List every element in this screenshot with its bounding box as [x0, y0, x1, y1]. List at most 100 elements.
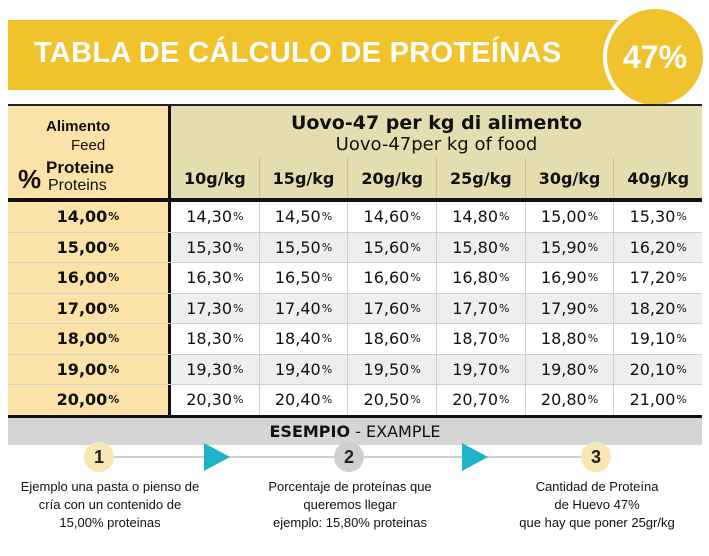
row-protein-value: 20,00: [56, 390, 108, 410]
percent-sign: %: [321, 332, 333, 346]
step-2-line: queremos llegar: [303, 497, 397, 512]
cell-value: 20,50: [363, 390, 410, 410]
header-title-en: Uovo-47per kg of food: [335, 134, 538, 155]
cell-value: 21,00: [629, 390, 676, 410]
table-cell: 19,80%: [525, 354, 615, 384]
table-body: 14,00% 14,30% 14,50% 14,60% 14,80% 15,00% 15,3…: [8, 198, 703, 415]
cell-value: 19,10: [629, 329, 676, 349]
table-cell: 17,20%: [614, 263, 702, 293]
corner-proteins: Proteins: [48, 177, 107, 194]
cell-value: 16,50: [274, 268, 321, 288]
table-cell: 18,30%: [171, 324, 260, 354]
table-cell: 16,60%: [348, 263, 438, 293]
table-cell: 15,60%: [348, 232, 438, 262]
table-cell: 17,70%: [437, 293, 526, 323]
table-cell: 15,50%: [259, 232, 349, 262]
percent-sign: %: [321, 271, 333, 285]
table-cell: 20,30%: [171, 385, 260, 415]
table-cell: 15,90%: [525, 232, 615, 262]
table-row: 15,00% 15,30% 15,50% 15,60% 15,80% 15,90% 16,2…: [8, 232, 703, 263]
row-protein-value: 15,00: [56, 237, 108, 257]
percent-sign: %: [321, 240, 333, 254]
percent-sign: %: [587, 301, 599, 315]
column-headers: 10g/kg 15g/kg 20g/kg 25g/kg 30g/kg 40g/k…: [171, 158, 702, 198]
table-cell: 14,50%: [260, 202, 349, 232]
corner-proteine: Proteine: [46, 158, 115, 177]
column-header: 20g/kg: [348, 158, 438, 198]
arrow-right-icon: [204, 443, 230, 471]
step-3-line: que hay que poner 25gr/kg: [519, 515, 675, 530]
cell-value: 16,30: [186, 268, 233, 288]
cell-value: 15,00: [540, 207, 587, 227]
table-cell: 19,10%: [614, 324, 702, 354]
table-cell: 20,40%: [260, 385, 349, 415]
percent-sign: %: [676, 332, 687, 346]
cell-value: 18,70: [452, 329, 499, 349]
percent-sign: %: [676, 393, 687, 407]
table-cell: 14,30%: [171, 202, 260, 232]
protein-table: Alimento Feed % Proteine Proteins Uovo-4…: [8, 104, 703, 445]
cell-value: 17,20: [629, 268, 676, 288]
example-bar: ESEMPIO - EXAMPLE: [8, 414, 702, 445]
cell-value: 14,30: [186, 207, 233, 227]
percent-sign: %: [108, 240, 120, 254]
percent-sign: %: [676, 210, 687, 224]
percentage-badge: 47%: [603, 5, 707, 109]
table-cell: 20,70%: [437, 385, 526, 415]
column-header: 25g/kg: [437, 158, 526, 198]
table-cell: 17,30%: [171, 293, 260, 323]
corner-feed: Feed: [71, 137, 106, 154]
steps-flow: 1 2 3: [0, 437, 709, 477]
percent-sign: %: [410, 271, 421, 285]
table-cell: 14,60%: [348, 202, 438, 232]
row-protein-value: 19,00: [56, 359, 108, 379]
percent-sign: %: [499, 271, 510, 285]
percent-sign: %: [410, 362, 421, 376]
table-cell: 16,80%: [437, 263, 526, 293]
percent-sign: %: [233, 240, 244, 254]
cell-value: 14,50: [274, 207, 321, 227]
table-cell: 19,70%: [437, 354, 526, 384]
badge-label: 47%: [622, 38, 688, 75]
percent-sign: %: [233, 332, 244, 346]
table-row: 14,00% 14,30% 14,50% 14,60% 14,80% 15,00% 15,3…: [8, 202, 702, 233]
cell-value: 14,60: [363, 207, 410, 227]
table-cell: 18,60%: [348, 324, 438, 354]
percent-sign: %: [108, 393, 120, 407]
percent-sign: %: [321, 393, 333, 407]
percent-sign: %: [499, 362, 510, 376]
table-cell: 21,00%: [614, 385, 702, 415]
column-header: 40g/kg: [627, 168, 690, 188]
example-label-rest: - EXAMPLE: [350, 421, 441, 441]
table-row: 17,00% 17,30% 17,40% 17,60% 17,70% 17,90% 18,2…: [8, 293, 703, 324]
cell-value: 20,30: [186, 390, 233, 410]
corner-alimento: Alimento: [46, 118, 111, 135]
column-header: 30g/kg: [526, 158, 615, 198]
percent-sign: %: [410, 210, 421, 224]
percent-sign: %: [108, 301, 120, 315]
cell-value: 15,80: [452, 237, 499, 257]
percent-sign: %: [233, 393, 244, 407]
percent-sign: %: [321, 362, 333, 376]
table-cell: 19,50%: [348, 354, 438, 384]
column-header: 15g/kg: [260, 158, 349, 198]
table-cell: 20,50%: [348, 385, 438, 415]
percent-sign: %: [321, 301, 333, 315]
cell-value: 19,50: [363, 359, 410, 379]
table-cell: 18,20%: [614, 293, 703, 323]
step-2-line: Porcentaje de proteínas que: [268, 479, 432, 494]
cell-value: 15,90: [540, 237, 587, 257]
percent-sign: %: [321, 210, 333, 224]
cell-value: 14,80: [452, 207, 499, 227]
page-title: TABLA DE CÁLCULO DE PROTEÍNAS: [34, 37, 562, 69]
step-number-1: 1: [84, 442, 114, 472]
cell-value: 17,70: [452, 298, 499, 318]
corner-percent: %: [18, 164, 42, 194]
cell-value: 20,80: [540, 390, 587, 410]
table-cell: 15,00%: [526, 202, 615, 232]
percent-sign: %: [587, 210, 599, 224]
percent-sign: %: [108, 362, 120, 376]
arrow-right-icon: [462, 443, 488, 471]
table-cell: 19,40%: [259, 354, 349, 384]
percent-sign: %: [587, 332, 599, 346]
